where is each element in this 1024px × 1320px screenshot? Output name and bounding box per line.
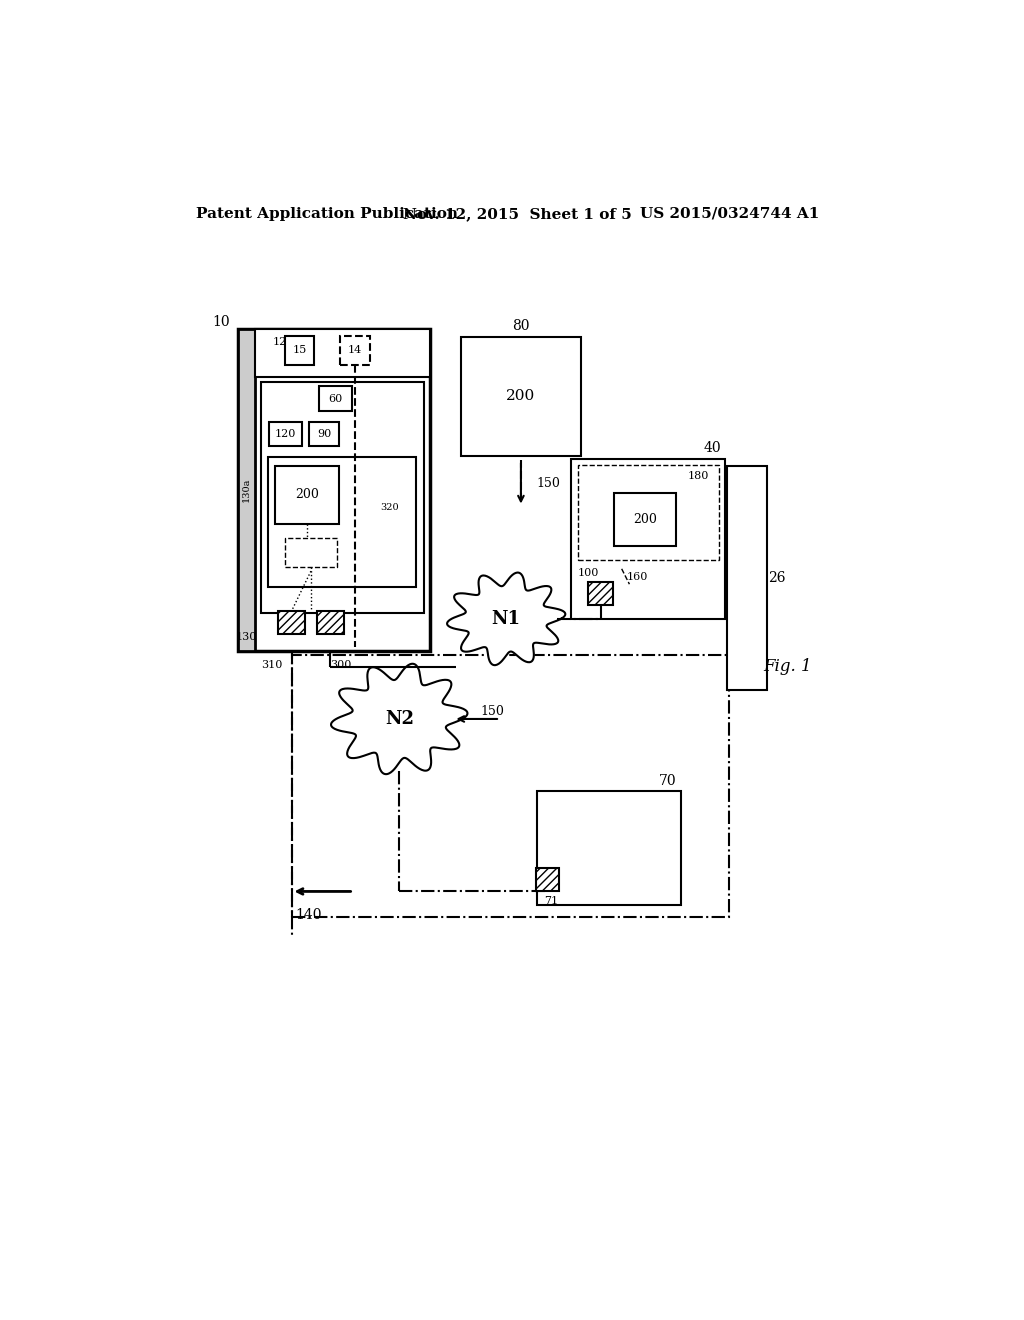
Text: 80: 80	[512, 319, 529, 333]
Bar	[238, 330, 255, 651]
Text: 200: 200	[295, 488, 318, 502]
Bar	[275, 466, 339, 524]
Text: 15: 15	[292, 345, 306, 355]
Bar	[571, 459, 725, 619]
Text: US 2015/0324744 A1: US 2015/0324744 A1	[640, 207, 819, 220]
Text: 130: 130	[236, 632, 257, 643]
Bar	[292, 655, 729, 917]
Bar	[267, 457, 417, 586]
Text: 10: 10	[213, 314, 230, 329]
Bar	[461, 337, 582, 457]
Bar	[578, 465, 719, 560]
Bar	[261, 381, 424, 612]
Bar	[727, 466, 767, 689]
Text: 60: 60	[329, 393, 343, 404]
Text: 71: 71	[544, 896, 558, 906]
Text: 130a: 130a	[242, 478, 251, 503]
Bar	[319, 387, 352, 411]
Text: Nov. 12, 2015  Sheet 1 of 5: Nov. 12, 2015 Sheet 1 of 5	[403, 207, 632, 220]
Text: 100: 100	[578, 568, 599, 578]
Text: N2: N2	[385, 710, 414, 727]
Text: 200: 200	[506, 389, 536, 404]
Bar	[255, 330, 430, 378]
Text: 90: 90	[317, 429, 331, 440]
Text: 320: 320	[381, 503, 399, 512]
Text: 300: 300	[331, 660, 351, 671]
Polygon shape	[447, 573, 565, 665]
Bar	[317, 611, 344, 635]
Bar	[238, 330, 430, 651]
Bar	[538, 792, 681, 906]
Bar	[309, 422, 339, 446]
Bar	[279, 611, 305, 635]
Bar	[614, 494, 676, 545]
Text: Fig. 1: Fig. 1	[764, 659, 812, 675]
Text: 150: 150	[537, 477, 560, 490]
Text: 160: 160	[627, 572, 648, 582]
Text: 140: 140	[295, 908, 322, 921]
Polygon shape	[331, 664, 468, 774]
Text: 200: 200	[633, 513, 656, 527]
Text: 14: 14	[348, 345, 362, 355]
Text: 40: 40	[703, 441, 721, 455]
Text: 150: 150	[480, 705, 505, 718]
Text: 12: 12	[272, 337, 287, 347]
Bar	[285, 335, 314, 364]
Bar	[285, 539, 337, 568]
Text: 120: 120	[274, 429, 296, 440]
Text: 180: 180	[688, 471, 710, 482]
Bar	[340, 335, 370, 364]
Bar	[589, 582, 613, 605]
Bar	[536, 869, 559, 891]
Bar	[269, 422, 302, 446]
Text: 26: 26	[768, 572, 785, 585]
Text: 70: 70	[659, 774, 677, 788]
Text: Patent Application Publication: Patent Application Publication	[197, 207, 458, 220]
Text: N1: N1	[492, 610, 520, 628]
Text: 310: 310	[261, 660, 283, 671]
